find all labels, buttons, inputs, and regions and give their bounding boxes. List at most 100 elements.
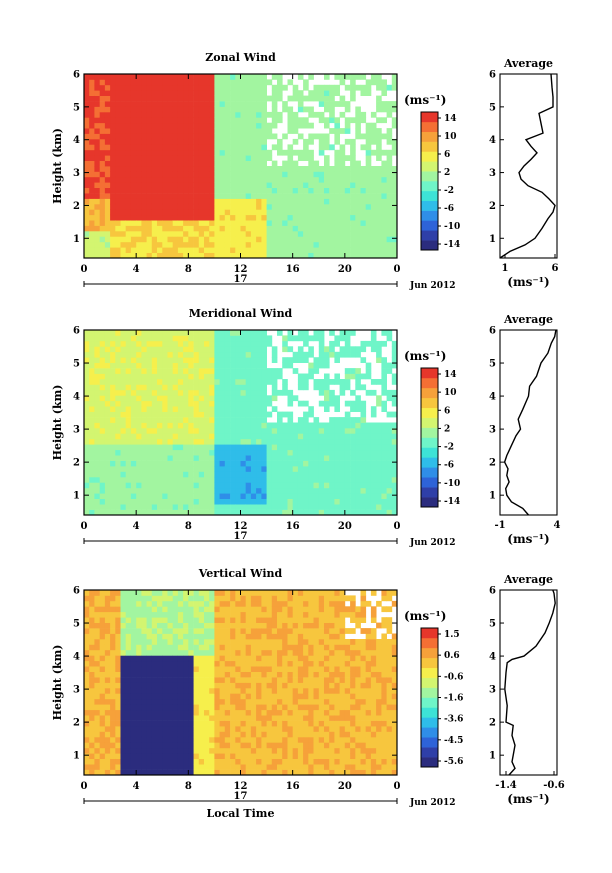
heatmap-cell bbox=[334, 236, 340, 243]
heatmap-cell bbox=[287, 247, 294, 253]
heatmap-cell bbox=[120, 671, 127, 678]
heatmap-cell bbox=[146, 209, 153, 216]
heatmap-cell bbox=[360, 117, 367, 124]
heatmap-cell bbox=[344, 427, 351, 434]
heatmap-cell bbox=[344, 433, 351, 440]
heatmap-cell bbox=[188, 203, 194, 210]
heatmap-cell bbox=[183, 406, 189, 412]
heatmap-cell bbox=[183, 731, 189, 738]
heatmap-cell bbox=[183, 106, 189, 113]
heatmap-cell bbox=[344, 203, 351, 210]
heatmap-cell bbox=[219, 466, 226, 472]
heatmap-cell bbox=[303, 444, 309, 451]
heatmap-cell bbox=[245, 209, 252, 216]
heatmap-cell bbox=[235, 155, 241, 161]
heatmap-cell bbox=[94, 769, 100, 776]
heatmap-cell bbox=[177, 247, 184, 253]
heatmap-cell bbox=[318, 111, 325, 118]
heatmap-cell bbox=[245, 117, 252, 124]
heatmap-cell bbox=[214, 655, 220, 662]
heatmap-cell bbox=[277, 444, 283, 451]
heatmap-cell bbox=[104, 769, 111, 776]
heatmap-cell bbox=[256, 209, 262, 216]
heatmap-cell bbox=[235, 149, 241, 156]
heatmap-cell bbox=[282, 476, 288, 483]
heatmap-cell bbox=[287, 79, 294, 86]
heatmap-cell bbox=[130, 230, 137, 237]
heatmap-cell bbox=[177, 482, 184, 489]
heatmap-cell bbox=[360, 422, 367, 429]
heatmap-cell bbox=[381, 187, 387, 194]
heatmap-cell bbox=[172, 498, 179, 505]
heatmap-cell bbox=[391, 351, 398, 358]
heatmap-cell bbox=[104, 351, 111, 358]
heatmap-cell bbox=[177, 487, 184, 494]
heatmap-cell bbox=[381, 330, 387, 336]
heatmap-cell bbox=[167, 600, 174, 607]
heatmap-cell bbox=[172, 155, 179, 161]
heatmap-cell bbox=[198, 693, 205, 700]
heatmap-cell bbox=[204, 460, 210, 467]
heatmap-cell bbox=[219, 677, 226, 683]
heatmap-cell bbox=[235, 769, 241, 776]
heatmap-cell bbox=[120, 176, 127, 183]
heatmap-cell bbox=[282, 182, 288, 188]
heatmap-cell bbox=[209, 487, 215, 494]
heatmap-cell bbox=[198, 335, 205, 342]
heatmap-cell bbox=[99, 698, 106, 705]
heatmap-cell bbox=[329, 466, 335, 472]
heatmap-cell bbox=[360, 471, 367, 478]
heatmap-cell bbox=[141, 455, 147, 461]
heatmap-cell bbox=[282, 340, 288, 347]
heatmap-cell bbox=[115, 335, 121, 342]
heatmap-cell bbox=[104, 433, 111, 440]
heatmap-cell bbox=[130, 764, 137, 770]
heatmap-cell bbox=[130, 101, 137, 107]
heatmap-cell bbox=[318, 427, 325, 434]
heatmap-cell bbox=[292, 466, 299, 472]
heatmap-cell bbox=[141, 84, 147, 91]
heatmap-cell bbox=[151, 144, 158, 151]
heatmap-cell bbox=[104, 704, 111, 711]
heatmap-cell bbox=[198, 101, 205, 107]
heatmap-cell bbox=[224, 606, 231, 613]
heatmap-cell bbox=[94, 595, 100, 602]
heatmap-cell bbox=[125, 504, 132, 510]
heatmap-cell bbox=[104, 753, 111, 759]
heatmap-cell bbox=[104, 758, 111, 765]
heatmap-cell bbox=[104, 373, 111, 380]
heatmap-cell bbox=[256, 346, 262, 353]
heatmap-cell bbox=[271, 455, 278, 461]
heatmap-cell bbox=[136, 720, 142, 727]
heatmap-cell bbox=[130, 79, 137, 86]
heatmap-cell bbox=[339, 225, 346, 232]
heatmap-cell bbox=[146, 111, 153, 118]
heatmap-cell bbox=[94, 84, 100, 91]
heatmap-cell bbox=[125, 736, 132, 743]
heatmap-cell bbox=[198, 351, 205, 358]
heatmap-cell bbox=[130, 444, 137, 451]
heatmap-cell bbox=[84, 709, 90, 716]
heatmap-cell bbox=[110, 438, 116, 445]
heatmap-cell bbox=[391, 247, 398, 253]
heatmap-cell bbox=[235, 74, 241, 80]
heatmap-cell bbox=[339, 220, 346, 226]
heatmap-cell bbox=[157, 128, 163, 134]
heatmap-cell bbox=[381, 203, 387, 210]
heatmap-cell bbox=[125, 726, 132, 732]
heatmap-cell bbox=[198, 639, 205, 645]
heatmap-cell bbox=[256, 198, 262, 205]
heatmap-cell bbox=[334, 417, 340, 423]
colorbar-swatch bbox=[421, 181, 438, 192]
heatmap-cell bbox=[271, 368, 278, 374]
average-y-tick-label: 6 bbox=[489, 70, 496, 81]
heatmap-cell bbox=[350, 433, 356, 440]
heatmap-cell bbox=[115, 438, 121, 445]
heatmap-cell bbox=[339, 79, 346, 86]
heatmap-cell bbox=[125, 203, 132, 210]
heatmap-cell bbox=[277, 509, 283, 516]
heatmap-cell bbox=[89, 595, 95, 602]
heatmap-cell bbox=[240, 671, 247, 678]
heatmap-cell bbox=[334, 230, 340, 237]
heatmap-cell bbox=[209, 379, 215, 385]
